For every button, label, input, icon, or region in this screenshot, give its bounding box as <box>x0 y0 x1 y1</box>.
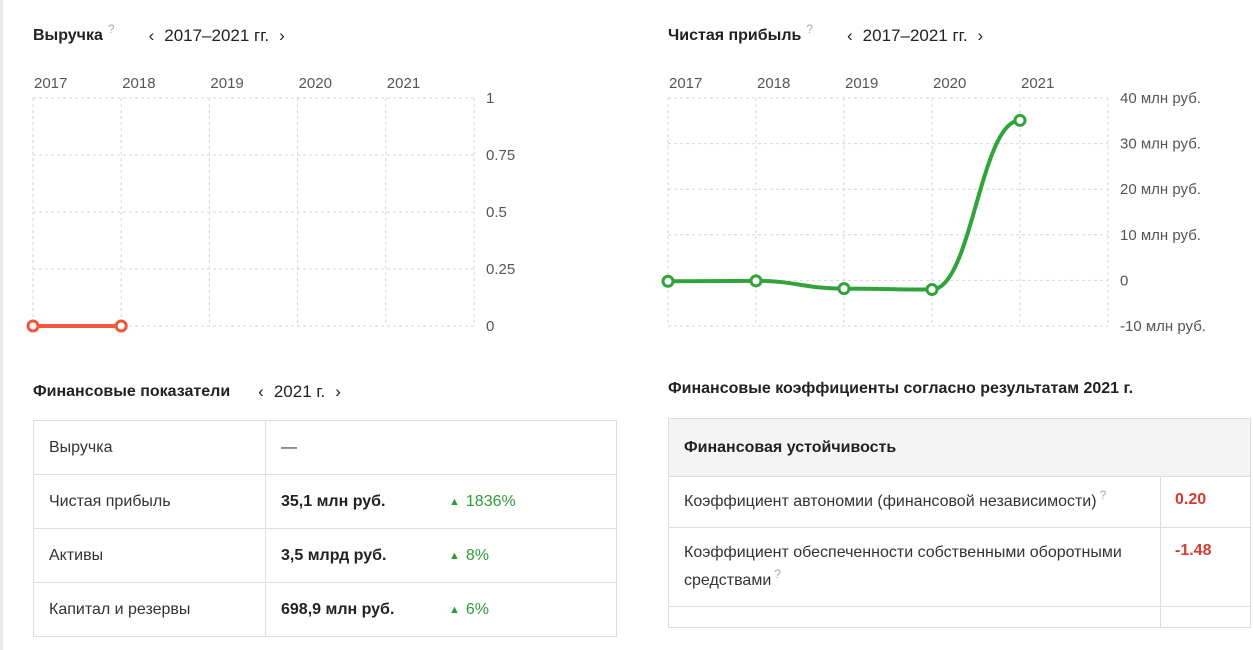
row-value: — <box>281 438 297 456</box>
revenue-data-point <box>114 319 128 333</box>
revenue-y-tick-label: 0.5 <box>486 204 507 221</box>
revenue-data-point <box>26 319 40 333</box>
revenue-x-tick-label: 2020 <box>299 75 332 92</box>
revenue-x-tick-label: 2019 <box>210 75 243 92</box>
revenue-title: Выручка <box>33 27 103 44</box>
change-badge: ▲ 1836% <box>449 493 516 510</box>
fin-indicators-table: Выручка — Чистая прибыль 35,1 млн руб. ▲ 1… <box>33 420 617 637</box>
profit-header: Чистая прибыль ? ‹ 2017–2021 гг. › <box>668 22 985 46</box>
change-badge: ▲ 8% <box>449 547 489 564</box>
table-row: Выручка — <box>33 420 617 475</box>
fin-ratios-title: Финансовые коэффициенты согласно результ… <box>668 380 1134 397</box>
profit-x-tick-label: 2018 <box>757 75 790 92</box>
fin-ratios-table: Финансовая устойчивость Коэффициент авто… <box>668 418 1251 628</box>
table-row: Финансовая устойчивость <box>668 418 1251 477</box>
profit-x-tick-label: 2019 <box>845 75 878 92</box>
revenue-x-tick-label: 2021 <box>387 75 420 92</box>
ratio-value: 0.20 <box>1160 476 1251 528</box>
profit-next-arrow[interactable]: › <box>977 26 984 45</box>
revenue-help-icon[interactable]: ? <box>107 22 115 36</box>
profit-data-point <box>1013 113 1027 127</box>
arrow-up-icon: ▲ <box>449 495 460 508</box>
ratio-name: Коэффициент автономии (финансовой незави… <box>684 493 1097 510</box>
row-name: Активы <box>33 528 266 583</box>
profit-y-tick-label: 10 млн руб. <box>1120 227 1201 244</box>
row-name: Выручка <box>33 420 266 475</box>
revenue-prev-arrow[interactable]: ‹ <box>148 26 155 45</box>
fin-next-arrow[interactable]: › <box>335 382 341 401</box>
table-row: Активы 3,5 млрд руб. ▲ 8% <box>33 528 617 583</box>
help-icon[interactable]: ? <box>1099 488 1107 502</box>
profit-data-point <box>661 274 675 288</box>
profit-x-tick-label: 2021 <box>1021 75 1054 92</box>
ratio-name: Коэффициент обеспеченности собственными … <box>684 544 1122 589</box>
table-row: Коэффициент автономии (финансовой незави… <box>668 476 1251 528</box>
section-title: Финансовая устойчивость <box>668 418 1251 477</box>
arrow-up-icon: ▲ <box>449 603 460 616</box>
profit-x-tick-label: 2017 <box>669 75 702 92</box>
help-icon[interactable]: ? <box>774 567 781 581</box>
profit-data-point <box>749 274 763 288</box>
revenue-y-tick-label: 1 <box>486 90 494 107</box>
profit-data-point <box>925 283 939 297</box>
profit-help-icon[interactable]: ? <box>806 22 813 36</box>
revenue-x-tick-label: 2017 <box>34 75 67 92</box>
revenue-header: Выручка ? ‹ 2017–2021 гг. › <box>33 22 287 46</box>
ratio-value: -1.48 <box>1160 527 1251 607</box>
revenue-y-tick-label: 0.25 <box>486 261 515 278</box>
profit-y-tick-label: 30 млн руб. <box>1120 136 1201 153</box>
change-percent: 1836% <box>465 492 516 510</box>
revenue-period: 2017–2021 гг. <box>164 26 270 45</box>
row-value: 698,9 млн руб. <box>281 600 395 618</box>
profit-prev-arrow[interactable]: ‹ <box>847 26 853 45</box>
fin-indicators-title: Финансовые показатели <box>33 383 231 400</box>
change-percent: 6% <box>465 600 490 618</box>
fin-indicators-header: Финансовые показатели ‹ 2021 г. › <box>33 382 343 402</box>
profit-title: Чистая прибыль <box>668 27 802 44</box>
page-left-border <box>0 0 3 650</box>
profit-period: 2017–2021 гг. <box>862 26 968 45</box>
table-row: Капитал и резервы 698,9 млн руб. ▲ 6% <box>33 582 617 637</box>
profit-y-tick-label: -10 млн руб. <box>1120 318 1206 335</box>
table-row: Чистая прибыль 35,1 млн руб. ▲ 1836% <box>33 474 617 529</box>
fin-prev-arrow[interactable]: ‹ <box>258 382 264 401</box>
fin-ratios-header: Финансовые коэффициенты согласно результ… <box>668 380 1133 398</box>
profit-series-line <box>667 118 1021 292</box>
row-value: 3,5 млрд руб. <box>281 546 387 564</box>
row-name: Чистая прибыль <box>33 474 266 529</box>
change-percent: 8% <box>465 546 490 564</box>
fin-period: 2021 г. <box>273 382 326 401</box>
profit-x-tick-label: 2020 <box>933 75 966 92</box>
profit-y-tick-label: 40 млн руб. <box>1120 90 1201 107</box>
table-row <box>668 606 1251 628</box>
arrow-up-icon: ▲ <box>449 549 460 562</box>
row-name: Капитал и резервы <box>33 582 266 637</box>
revenue-x-tick-label: 2018 <box>122 75 155 92</box>
revenue-y-tick-label: 0 <box>486 318 494 335</box>
row-value: 35,1 млн руб. <box>281 492 386 510</box>
profit-y-tick-label: 0 <box>1120 272 1128 289</box>
revenue-y-tick-label: 0.75 <box>486 147 515 164</box>
table-row: Коэффициент обеспеченности собственными … <box>668 527 1251 607</box>
change-badge: ▲ 6% <box>449 601 489 618</box>
profit-y-tick-label: 20 млн руб. <box>1120 181 1201 198</box>
revenue-next-arrow[interactable]: › <box>279 26 285 45</box>
profit-data-point <box>837 282 851 296</box>
